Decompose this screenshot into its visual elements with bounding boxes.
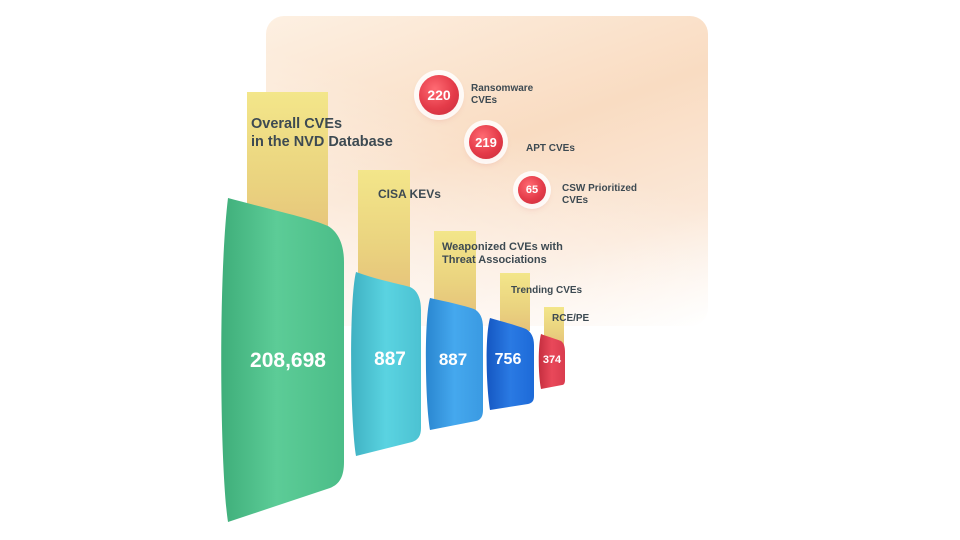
funnel-stage-2	[351, 272, 421, 456]
stage-2-label: CISA KEVs	[378, 187, 441, 201]
badge-csw-prioritized: 65	[518, 176, 546, 204]
stage-4-value: 756	[494, 351, 522, 368]
badge-ransomware-value: 220	[427, 87, 451, 103]
stage-4-label: Trending CVEs	[511, 285, 583, 296]
funnel-stage-1	[221, 198, 344, 522]
stage-2-value: 887	[374, 349, 406, 370]
stage-5-header-bar	[544, 307, 564, 345]
stage-2-header-bar	[358, 170, 410, 296]
badge-csw-label: CSW Prioritized CVEs	[562, 183, 638, 206]
stage-5-value: 374	[542, 354, 562, 366]
badge-csw-value: 65	[525, 184, 539, 196]
stage-1-value: 208,698	[250, 349, 326, 372]
badge-apt: 219	[469, 125, 503, 159]
badge-ransomware: 220	[419, 75, 459, 115]
stage-4-header-bar	[500, 273, 530, 331]
stage-1-label: Overall CVEs in the NVD Database	[251, 116, 393, 150]
badge-ransomware-label: Ransomware CVEs	[471, 83, 534, 106]
stage-3-value: 887	[438, 350, 468, 369]
badge-apt-value: 219	[475, 134, 497, 150]
funnel-stage-3	[425, 298, 483, 430]
stage-3-label: Weaponized CVEs with Threat Associations	[442, 241, 563, 267]
badge-apt-label: APT CVEs	[526, 143, 575, 154]
funnel-stage-5	[538, 334, 565, 389]
stage-5-label: RCE/PE	[552, 313, 590, 324]
funnel-stage-4	[486, 318, 534, 410]
